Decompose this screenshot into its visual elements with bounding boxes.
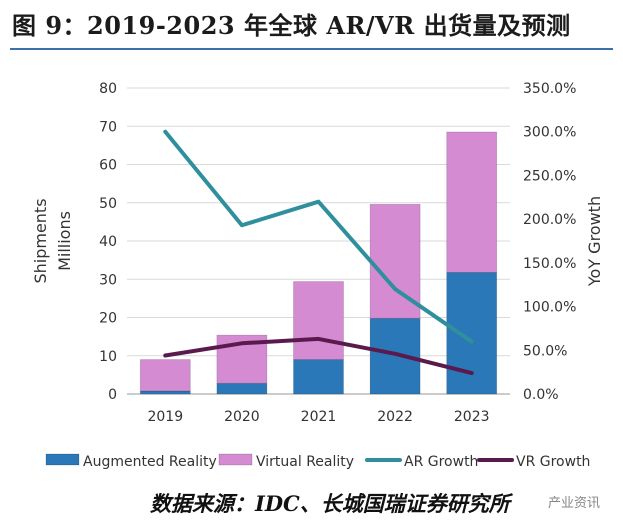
- legend-swatch-virtual-reality: [218, 453, 253, 466]
- bar-augmented-reality-2019: [139, 390, 191, 395]
- y-tick-label: 40: [99, 234, 117, 250]
- point-vr-growth-2019: [163, 354, 167, 358]
- bar-virtual-reality-2019: [139, 359, 191, 392]
- y2-tick-label: 200.0%: [523, 212, 576, 228]
- legend-label-virtual-reality: Virtual Reality: [256, 454, 354, 470]
- y-tick-label: 30: [99, 272, 117, 288]
- y-axis-title-unit: Millions: [55, 211, 74, 271]
- y-tick-label: 20: [99, 311, 117, 327]
- y-tick-label: 80: [99, 81, 117, 97]
- y2-tick-label: 100.0%: [523, 300, 576, 316]
- point-ar-growth-2021: [317, 200, 320, 204]
- y2-tick-label: 250.0%: [523, 168, 576, 184]
- y-axis-title: Shipments: [31, 198, 50, 283]
- y-tick-label: 10: [99, 349, 117, 365]
- y-tick-label: 60: [99, 158, 117, 174]
- y2-tick-label: 350.0%: [523, 81, 576, 97]
- x-tick-label: 2022: [377, 409, 413, 425]
- data-source-note: 数据来源：IDC、长城国瑞证券研究所: [150, 491, 510, 516]
- title-divider: [10, 48, 613, 50]
- point-ar-growth-2023: [470, 340, 474, 344]
- chart-title: 图 9：2019-2023 年全球 AR/VR 出货量及预测: [12, 11, 571, 40]
- point-vr-growth-2021: [317, 337, 320, 341]
- point-vr-growth-2020: [240, 341, 244, 345]
- x-tick-label: 2023: [454, 409, 490, 425]
- x-tick-label: 2019: [147, 409, 183, 425]
- point-ar-growth-2019: [163, 130, 167, 134]
- bar-augmented-reality-2021: [293, 359, 344, 395]
- y-tick-label: 50: [99, 196, 117, 212]
- x-tick-label: 2020: [224, 409, 260, 425]
- y-tick-label: 70: [99, 119, 117, 135]
- bar-virtual-reality-2023: [446, 131, 498, 273]
- y2-tick-label: 300.0%: [523, 125, 576, 141]
- point-ar-growth-2022: [393, 287, 397, 291]
- legend-swatch-augmented-reality: [45, 453, 80, 466]
- y2-tick-label: 50.0%: [523, 343, 567, 359]
- watermark-text: 产业资讯: [548, 496, 601, 511]
- legend-label-ar-growth: AR Growth: [404, 454, 478, 470]
- y2-axis-title: YoY Growth: [585, 196, 604, 287]
- y2-tick-label: 150.0%: [523, 256, 576, 272]
- bar-augmented-reality-2020: [216, 382, 268, 395]
- point-ar-growth-2020: [240, 223, 244, 227]
- legend-label-augmented-reality: Augmented Reality: [83, 454, 217, 470]
- y-tick-label: 0: [108, 387, 117, 403]
- bar-augmented-reality-2023: [446, 271, 498, 395]
- legend-label-vr-growth: VR Growth: [516, 454, 590, 470]
- point-vr-growth-2023: [470, 371, 474, 375]
- y2-tick-label: 0.0%: [523, 387, 559, 403]
- point-vr-growth-2022: [393, 352, 397, 356]
- x-tick-label: 2021: [301, 409, 337, 425]
- bar-virtual-reality-2021: [293, 281, 344, 360]
